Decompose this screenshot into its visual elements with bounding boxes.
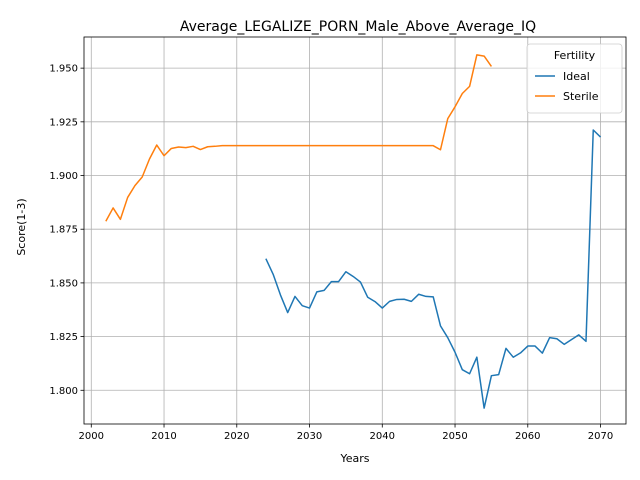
legend-label-ideal: Ideal — [563, 70, 590, 83]
x-tick-label: 2010 — [151, 431, 176, 442]
x-tick-label: 2040 — [370, 431, 395, 442]
series-line-sterile — [105, 54, 493, 222]
x-tick-label: 2070 — [588, 431, 613, 442]
legend: Fertility Ideal Sterile — [526, 43, 623, 114]
y-tick-label: 1.850 — [49, 278, 78, 289]
y-tick-label: 1.925 — [49, 117, 78, 128]
y-tick-label: 1.900 — [49, 171, 78, 182]
plot-area: 2000 2010 2020 2030 2040 2050 2060 2070 1.800 1.8… — [49, 36, 627, 442]
y-tick-label: 1.950 — [49, 64, 78, 75]
x-tick-label: 2060 — [515, 431, 540, 442]
y-tick-label: 1.800 — [49, 386, 78, 397]
legend-label-sterile: Sterile — [563, 90, 599, 103]
y-axis-label: Score(1-3) — [15, 198, 28, 255]
axes-frame — [83, 36, 627, 425]
chart-title: Average_LEGALIZE_PORN_Male_Above_Average… — [180, 19, 536, 35]
x-tick-label: 2000 — [79, 431, 104, 442]
x-axis-label: Years — [339, 452, 369, 465]
x-tick-label: 2020 — [224, 431, 249, 442]
x-tick-label: 2050 — [442, 431, 467, 442]
x-tick-label: 2030 — [297, 431, 322, 442]
y-tick-label: 1.875 — [49, 225, 78, 236]
y-tick-label: 1.825 — [49, 332, 78, 343]
legend-title: Fertility — [554, 49, 596, 62]
series-line-ideal — [265, 129, 602, 409]
